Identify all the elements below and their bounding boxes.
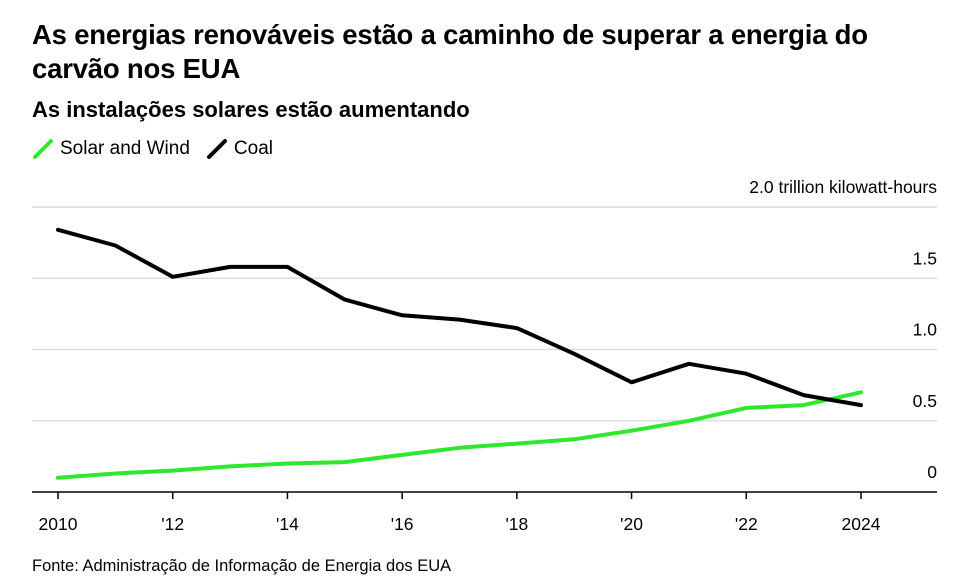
x-tick-label: '14 <box>276 514 299 534</box>
series-line-solar-and-wind <box>56 390 863 480</box>
source-note: Fonte: Administração de Informação de En… <box>32 557 452 575</box>
x-tick-label: '22 <box>735 514 758 534</box>
y-axis-labels: 0 0.5 1.0 1.5 2.0 trillion kilowatt-hours <box>749 177 937 482</box>
chart-subtitle: As instalações solares estão aumentando <box>32 97 470 122</box>
x-tick-label: 2010 <box>39 514 78 534</box>
x-tick-label: '12 <box>161 514 184 534</box>
x-axis: 2010 '12 '14 '16 '18 '20 '22 2024 <box>32 491 937 534</box>
series-line-coal <box>56 227 863 408</box>
legend-item-solar-and-wind: Solar and Wind <box>32 136 190 162</box>
chart-title: As energias renováveis estão a caminho d… <box>32 19 868 84</box>
y-tick-label: 2.0 trillion kilowatt-hours <box>749 177 937 197</box>
series-lines <box>56 227 863 480</box>
legend-label-solar-and-wind: Solar and Wind <box>60 138 190 159</box>
y-tick-label: 0 <box>927 462 937 482</box>
y-tick-label: 0.5 <box>913 391 937 411</box>
legend: Solar and Wind Coal <box>32 136 289 162</box>
x-tick-label: '18 <box>505 514 528 534</box>
y-tick-label: 1.5 <box>913 248 937 268</box>
legend-item-coal: Coal <box>206 136 273 162</box>
x-tick-label: '16 <box>391 514 414 534</box>
y-tick-label: 1.0 <box>913 320 938 340</box>
grid-lines <box>32 206 937 422</box>
x-tick-label: '20 <box>620 514 643 534</box>
legend-swatch-solar-and-wind <box>33 139 53 159</box>
x-tick-label: 2024 <box>842 514 881 534</box>
legend-swatch-coal <box>206 139 227 159</box>
legend-label-coal: Coal <box>233 138 273 159</box>
